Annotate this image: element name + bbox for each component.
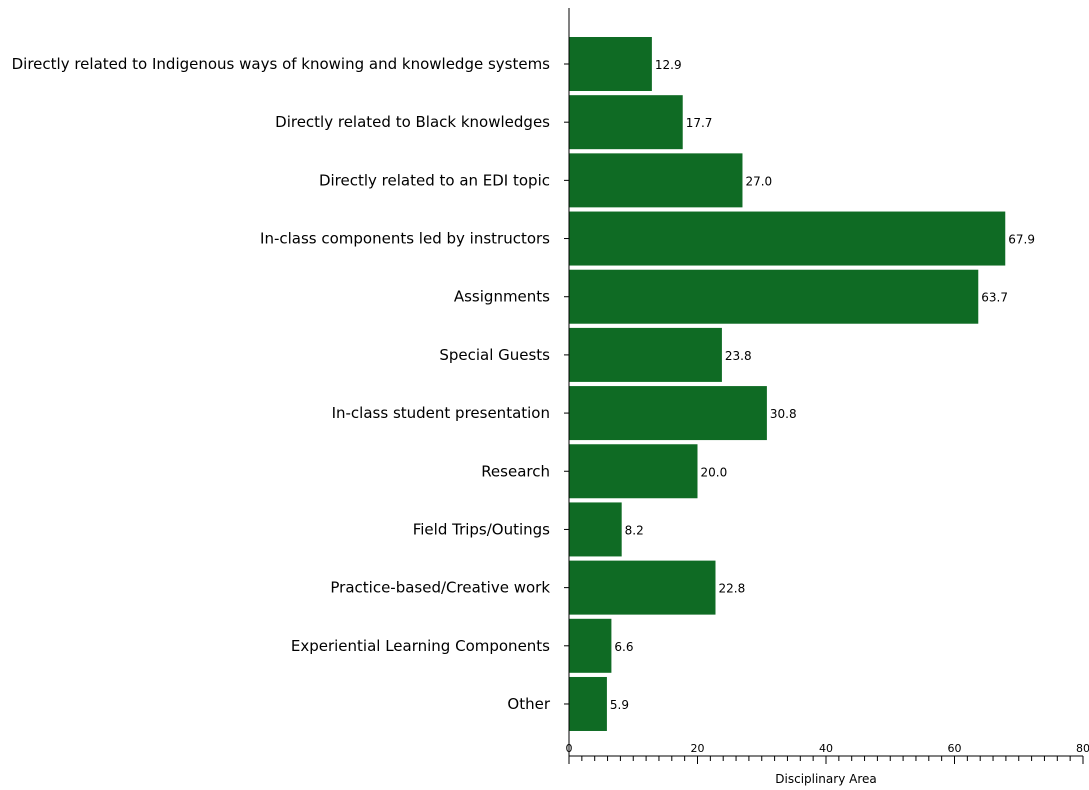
bar	[569, 386, 767, 441]
value-label: 30.8	[770, 407, 797, 421]
x-tick-label: 80	[1076, 742, 1089, 755]
x-tick-label: 60	[948, 742, 962, 755]
bar	[569, 327, 722, 382]
category-label: Special Guests	[439, 346, 550, 364]
value-label: 12.9	[655, 58, 682, 72]
value-labels-group: 12.9 17.7 27.0 67.9 63.7 23.8 30.8 20.0 8.2 22.8 6…	[610, 58, 1035, 712]
bar	[569, 444, 698, 499]
category-label: Assignments	[454, 288, 550, 306]
bar	[569, 618, 612, 673]
category-label: Experiential Learning Components	[291, 637, 550, 655]
x-tick-label: 0	[566, 742, 573, 755]
value-label: 23.8	[725, 349, 752, 363]
value-label: 6.6	[614, 640, 633, 654]
x-axis-title: Disciplinary Area	[775, 772, 876, 786]
bar	[569, 153, 743, 208]
x-tick-label: 40	[819, 742, 833, 755]
value-label: 17.7	[686, 116, 713, 130]
value-label: 67.9	[1008, 233, 1035, 247]
bar	[569, 269, 979, 324]
category-label: In-class student presentation	[332, 404, 550, 422]
category-label: In-class components led by instructors	[260, 230, 550, 248]
value-label: 20.0	[701, 465, 728, 479]
bar	[569, 676, 607, 731]
bar	[569, 560, 716, 615]
value-label: 5.9	[610, 698, 629, 712]
axes-group: 0 20 40 60 80	[564, 8, 1089, 764]
category-label: Practice-based/Creative work	[330, 579, 550, 597]
value-label: 27.0	[745, 174, 772, 188]
category-label: Directly related to Black knowledges	[275, 113, 550, 131]
category-label: Research	[481, 462, 550, 480]
category-label: Directly related to an EDI topic	[319, 171, 550, 189]
value-label: 22.8	[718, 582, 745, 596]
bar	[569, 37, 652, 91]
category-label: Directly related to Indigenous ways of k…	[12, 55, 551, 73]
bar	[569, 502, 622, 557]
category-label: Field Trips/Outings	[413, 520, 550, 538]
bars-group	[569, 37, 1006, 731]
category-label: Other	[507, 695, 550, 713]
bar	[569, 211, 1006, 266]
bar	[569, 95, 683, 150]
x-tick-label: 20	[691, 742, 705, 755]
category-labels-group: Directly related to Indigenous ways of k…	[12, 55, 551, 713]
value-label: 63.7	[981, 291, 1008, 305]
value-label: 8.2	[625, 523, 644, 537]
